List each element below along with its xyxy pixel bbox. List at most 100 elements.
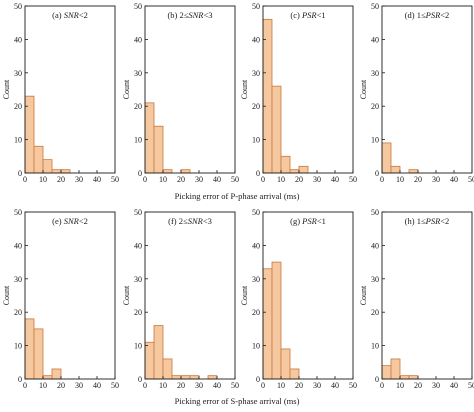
x-tick-label: 0 <box>380 381 384 390</box>
histogram-bar <box>24 95 35 174</box>
y-tick-label: 30 <box>134 275 142 284</box>
histogram-panel: 0 10 20 30 40 50 0 10 20 30 40 50 Count (b) 2≤SNR<3 <box>122 2 239 184</box>
histogram-bar <box>144 102 155 174</box>
y-tick-label: 20 <box>14 308 22 317</box>
x-tick-label: 30 <box>195 175 203 184</box>
histogram-bar <box>42 159 53 174</box>
y-tick-label: 0 <box>18 375 22 384</box>
y-axis-title: Count <box>240 79 249 99</box>
x-tick-label: 50 <box>468 175 474 184</box>
y-tick-label: 40 <box>14 241 22 250</box>
y-tick-label: 10 <box>371 136 379 145</box>
histogram-panel: 0 10 20 30 40 50 0 10 20 30 40 50 Count (c) PSR<1 <box>240 2 357 184</box>
y-tick-label: 40 <box>252 35 260 44</box>
x-tick-label: 20 <box>414 175 422 184</box>
histogram-bar <box>153 125 164 174</box>
x-tick-label: 20 <box>295 175 303 184</box>
plot-frame <box>262 5 354 174</box>
plot-frame <box>144 5 236 174</box>
x-tick-label: 40 <box>331 381 339 390</box>
x-axis-title-p-phase: Picking error of P-phase arrival (ms) <box>174 191 300 201</box>
histogram-bar <box>408 375 419 380</box>
panel-label: (c) PSR<1 <box>290 10 325 20</box>
histogram-bar <box>24 318 35 380</box>
histogram-bar <box>271 85 282 174</box>
histogram-bar <box>262 18 273 174</box>
y-tick-label: 10 <box>134 136 142 145</box>
histogram-bar <box>390 165 401 174</box>
y-tick-label: 50 <box>14 208 22 217</box>
histogram-bar <box>171 375 182 380</box>
panel-label: (a) SNR<2 <box>52 10 88 20</box>
x-tick-label: 30 <box>432 175 440 184</box>
y-tick-label: 10 <box>371 342 379 351</box>
y-tick-label: 50 <box>371 2 379 11</box>
y-tick-label: 40 <box>14 35 22 44</box>
histogram-panel: 0 10 20 30 40 50 0 10 20 30 40 50 Count (d) 1≤PSR<2 <box>359 2 474 184</box>
x-tick-label: 0 <box>23 175 27 184</box>
histogram-panel: 0 10 20 30 40 50 0 10 20 30 40 50 Count (h) 1≤PSR<2 <box>359 208 474 390</box>
x-tick-label: 30 <box>313 175 321 184</box>
x-tick-label: 20 <box>57 175 65 184</box>
panel-label: (f) 2≤SNR<3 <box>168 216 212 226</box>
x-tick-label: 0 <box>380 175 384 184</box>
y-axis-title: Count <box>122 285 131 305</box>
x-tick-label: 20 <box>57 381 65 390</box>
x-tick-label: 0 <box>23 381 27 390</box>
x-tick-label: 50 <box>231 381 239 390</box>
y-tick-label: 10 <box>134 342 142 351</box>
y-tick-label: 10 <box>14 136 22 145</box>
panel-label: (e) SNR<2 <box>52 216 88 226</box>
y-tick-label: 20 <box>252 308 260 317</box>
panel-label: (h) 1≤PSR<2 <box>405 216 450 226</box>
panel-label: (b) 2≤SNR<3 <box>167 10 212 20</box>
plot-frame <box>24 5 116 174</box>
y-tick-label: 40 <box>371 35 379 44</box>
y-tick-label: 30 <box>371 69 379 78</box>
plot-frame <box>24 211 116 380</box>
histogram-bar <box>144 341 155 380</box>
x-tick-label: 20 <box>295 381 303 390</box>
y-tick-label: 40 <box>134 241 142 250</box>
y-tick-label: 0 <box>256 169 260 178</box>
x-tick-label: 40 <box>450 381 458 390</box>
x-tick-label: 50 <box>349 381 357 390</box>
y-tick-label: 30 <box>14 69 22 78</box>
y-tick-label: 10 <box>252 342 260 351</box>
y-tick-label: 40 <box>371 241 379 250</box>
x-tick-label: 10 <box>159 175 167 184</box>
histogram-panel: 0 10 20 30 40 50 0 10 20 30 40 50 Count (e) SNR<2 <box>2 208 119 390</box>
y-axis-title: Count <box>359 79 368 99</box>
x-tick-label: 50 <box>349 175 357 184</box>
x-tick-label: 50 <box>468 381 474 390</box>
histogram-bar <box>298 165 309 174</box>
histogram-bar <box>180 375 191 380</box>
y-tick-label: 40 <box>252 241 260 250</box>
histogram-panel: 0 10 20 30 40 50 0 10 20 30 40 50 Count (g) PSR<1 <box>240 208 357 390</box>
y-tick-label: 40 <box>134 35 142 44</box>
x-tick-label: 10 <box>277 175 285 184</box>
histogram-bar <box>153 325 164 380</box>
histogram-bar <box>51 368 62 380</box>
y-tick-label: 30 <box>252 69 260 78</box>
x-tick-label: 40 <box>93 175 101 184</box>
y-tick-label: 30 <box>252 275 260 284</box>
plot-frame <box>262 211 354 380</box>
x-tick-label: 10 <box>159 381 167 390</box>
x-axis-title-s-phase: Picking error of S-phase arrival (ms) <box>174 396 300 406</box>
y-tick-label: 50 <box>134 208 142 217</box>
y-axis-title: Count <box>2 285 11 305</box>
y-axis-title: Count <box>359 285 368 305</box>
panel-label: (g) PSR<1 <box>290 216 326 226</box>
y-axis-title: Count <box>240 285 249 305</box>
y-tick-label: 50 <box>252 208 260 217</box>
histogram-bar <box>207 375 218 380</box>
y-tick-label: 50 <box>14 2 22 11</box>
histogram-panel: 0 10 20 30 40 50 0 10 20 30 40 50 Count (f) 2≤SNR<3 <box>122 208 239 390</box>
histogram-bar <box>189 375 200 380</box>
x-tick-label: 0 <box>261 381 265 390</box>
y-tick-label: 30 <box>371 275 379 284</box>
y-tick-label: 50 <box>134 2 142 11</box>
x-tick-label: 30 <box>432 381 440 390</box>
